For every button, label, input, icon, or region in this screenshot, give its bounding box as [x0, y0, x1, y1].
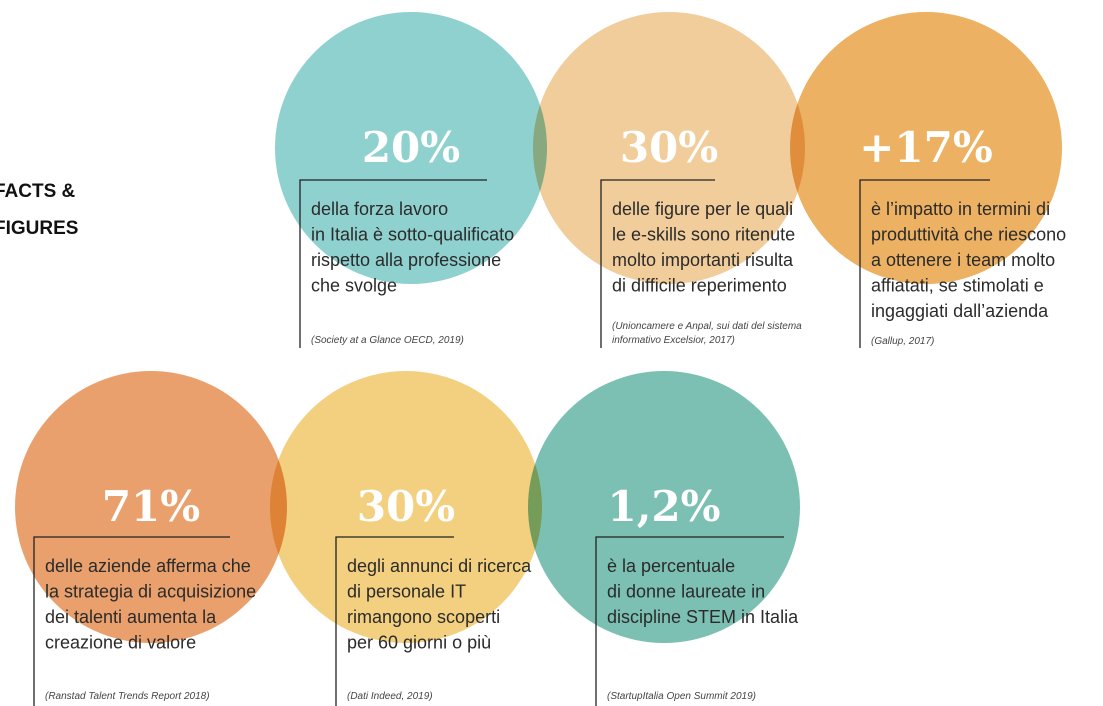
description-line: di donne laureate in [607, 582, 765, 602]
stat: 20% [362, 123, 460, 172]
circle [275, 12, 547, 284]
bracket [859, 179, 990, 348]
source-line: (Unioncamere e Anpal, sui dati del siste… [612, 321, 802, 332]
description-line: rispetto alla professione [311, 250, 501, 270]
bracket [335, 536, 454, 706]
heading-line: FIGURES [0, 218, 78, 239]
description-line: produttività che riescono [871, 225, 1066, 245]
description-line: rimangono scoperti [347, 607, 500, 627]
stat: 30% [357, 482, 455, 531]
stat: 1,2% [608, 482, 721, 531]
source-line: (Society at a Glance OECD, 2019) [311, 335, 464, 346]
description-line: è l’impatto in termini di [871, 199, 1050, 219]
bracket [600, 179, 715, 348]
bracket [595, 536, 784, 706]
bracket [299, 179, 487, 348]
description-line: ingaggiati dall’azienda [871, 301, 1049, 321]
description-line: della forza lavoro [311, 199, 448, 219]
description-line: a ottenere i team molto [871, 250, 1055, 270]
description-line: in Italia è sotto-qualificato [311, 225, 514, 245]
description-line: delle aziende afferma che [45, 556, 251, 576]
stat: +17% [859, 123, 993, 172]
description-line: dei talenti aumenta la [45, 607, 217, 627]
description-line: che svolge [311, 276, 397, 296]
description-line: degli annunci di ricerca [347, 556, 532, 576]
stat: 30% [620, 123, 718, 172]
heading-line: FACTS & [0, 181, 76, 202]
description-line: la strategia di acquisizione [45, 582, 256, 602]
source-line: (Dati Indeed, 2019) [347, 691, 433, 702]
description-line: è la percentuale [607, 556, 735, 576]
description-line: le e-skills sono ritenute [612, 225, 795, 245]
description-line: affiatati, se stimolati e [871, 276, 1044, 296]
description-line: creazione di valore [45, 633, 196, 653]
bracket [33, 536, 230, 706]
source-line: (StartupItalia Open Summit 2019) [607, 691, 756, 702]
circle [15, 371, 287, 643]
description-line: delle figure per le quali [612, 199, 793, 219]
description-line: di difficile reperimento [612, 276, 787, 296]
description-line: di personale IT [347, 582, 466, 602]
description-line: molto importanti risulta [612, 250, 794, 270]
source-line: (Ranstad Talent Trends Report 2018) [45, 691, 210, 702]
description-line: per 60 giorni o più [347, 633, 491, 653]
stat: 71% [102, 482, 200, 531]
circle [270, 371, 542, 643]
circle [790, 12, 1062, 284]
description-line: discipline STEM in Italia [607, 607, 799, 627]
source-line: informativo Excelsior, 2017) [612, 335, 735, 346]
source-line: (Gallup, 2017) [871, 336, 934, 347]
